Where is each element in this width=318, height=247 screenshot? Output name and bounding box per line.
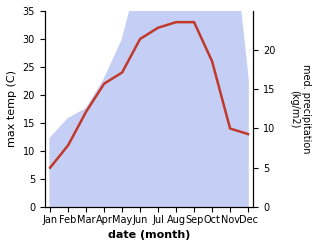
Y-axis label: med. precipitation
(kg/m2): med. precipitation (kg/m2) — [289, 64, 311, 154]
Y-axis label: max temp (C): max temp (C) — [7, 70, 17, 147]
X-axis label: date (month): date (month) — [108, 230, 190, 240]
